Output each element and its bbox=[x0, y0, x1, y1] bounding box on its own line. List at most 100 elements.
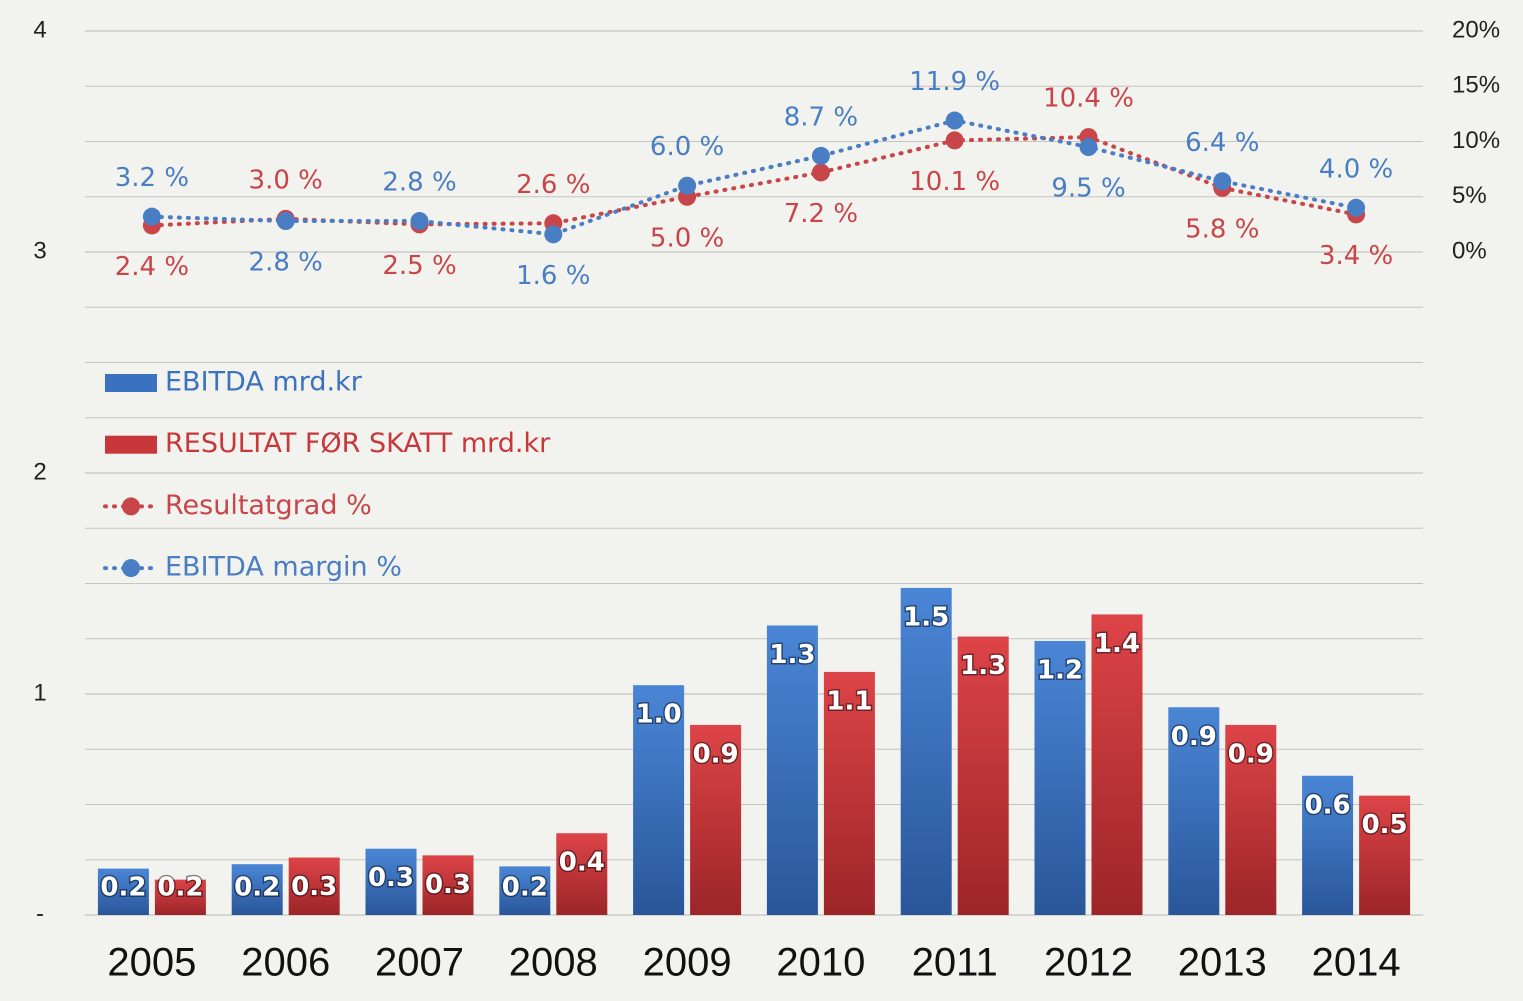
y2-tick-label: 15% bbox=[1452, 72, 1500, 99]
y2-tick-label: 10% bbox=[1452, 127, 1500, 154]
bar-label: 1.0 bbox=[636, 700, 682, 730]
line-point bbox=[1079, 138, 1098, 157]
bar-label: 0.5 bbox=[1362, 810, 1408, 840]
x-tick-label: 2012 bbox=[1044, 941, 1133, 985]
data-label: 5.8 % bbox=[1185, 214, 1259, 244]
data-label: 3.4 % bbox=[1319, 241, 1393, 271]
x-tick-label: 2005 bbox=[107, 941, 196, 985]
x-tick-label: 2009 bbox=[643, 941, 732, 985]
bar bbox=[556, 833, 608, 915]
data-label: 4.0 % bbox=[1319, 154, 1393, 184]
bar-label: 0.9 bbox=[693, 739, 739, 769]
bar bbox=[690, 724, 742, 915]
data-label: 11.9 % bbox=[909, 67, 1000, 97]
bar bbox=[288, 857, 340, 915]
bar bbox=[1302, 775, 1354, 915]
data-label: 1.6 % bbox=[516, 261, 590, 291]
bar bbox=[231, 864, 283, 915]
legend-label: Resultatgrad % bbox=[165, 490, 372, 521]
bar bbox=[422, 855, 474, 915]
y-tick-label: 2 bbox=[33, 458, 46, 485]
bar bbox=[1359, 795, 1411, 915]
data-label: 7.2 % bbox=[784, 199, 858, 229]
data-label: 2.4 % bbox=[115, 252, 189, 282]
bar-label: 0.9 bbox=[1171, 722, 1217, 752]
line-point bbox=[678, 176, 697, 195]
line-point bbox=[142, 207, 161, 226]
legend-swatch bbox=[105, 374, 157, 392]
bar-label: 0.2 bbox=[157, 873, 203, 903]
line-point bbox=[811, 163, 830, 182]
data-label: 2.8 % bbox=[249, 248, 323, 278]
line bbox=[149, 118, 1359, 237]
legend-label: EBITDA mrd.kr bbox=[165, 367, 363, 398]
line-point bbox=[410, 212, 429, 231]
bar bbox=[766, 625, 818, 915]
y2-tick-label: 20% bbox=[1452, 16, 1500, 43]
data-label: 9.5 % bbox=[1051, 174, 1125, 204]
bar-label: 1.5 bbox=[903, 602, 949, 632]
bar-label: 0.3 bbox=[291, 872, 337, 902]
bar bbox=[1091, 614, 1143, 915]
data-label: 3.0 % bbox=[249, 165, 323, 195]
legend-marker bbox=[122, 559, 140, 578]
x-tick-label: 2013 bbox=[1178, 941, 1267, 985]
bar-label: 0.9 bbox=[1228, 739, 1274, 769]
x-tick-label: 2014 bbox=[1312, 941, 1401, 985]
legend-label: RESULTAT FØR SKATT mrd.kr bbox=[165, 428, 551, 459]
data-label: 10.4 % bbox=[1043, 84, 1134, 114]
data-label: 2.8 % bbox=[382, 168, 456, 198]
legend-marker bbox=[122, 497, 140, 516]
bar-label: 0.6 bbox=[1305, 790, 1351, 820]
y-tick-label: 4 bbox=[33, 16, 46, 43]
line-point bbox=[945, 111, 964, 130]
bar-label: 0.2 bbox=[234, 873, 280, 903]
line-point bbox=[1213, 172, 1232, 191]
y-tick-label: - bbox=[36, 900, 44, 927]
legend-label: EBITDA margin % bbox=[165, 552, 402, 583]
bar bbox=[823, 671, 875, 915]
bar bbox=[900, 587, 952, 915]
data-label: 2.5 % bbox=[382, 251, 456, 281]
y2-tick-label: 5% bbox=[1452, 182, 1487, 209]
bar bbox=[957, 636, 1009, 915]
bar-label: 1.3 bbox=[769, 640, 815, 670]
bar bbox=[365, 848, 417, 915]
data-label: 10.1 % bbox=[909, 167, 1000, 197]
line bbox=[149, 135, 1359, 228]
data-label: 3.2 % bbox=[115, 163, 189, 193]
x-tick-label: 2007 bbox=[375, 941, 464, 985]
bar bbox=[1034, 640, 1086, 915]
y-tick-label: 3 bbox=[33, 237, 46, 264]
y-tick-label: 1 bbox=[33, 679, 46, 706]
bar-label: 1.2 bbox=[1037, 655, 1083, 685]
data-label: 6.0 % bbox=[650, 132, 724, 162]
bar-label: 1.1 bbox=[826, 686, 872, 716]
bar bbox=[1225, 724, 1277, 915]
x-tick-label: 2010 bbox=[776, 941, 865, 985]
bar-label: 0.3 bbox=[368, 863, 414, 893]
bar bbox=[1168, 707, 1220, 915]
data-label: 2.6 % bbox=[516, 170, 590, 200]
bar-label: 0.2 bbox=[100, 873, 146, 903]
line-point bbox=[276, 212, 295, 231]
data-label: 5.0 % bbox=[650, 223, 724, 253]
bar bbox=[154, 879, 206, 915]
x-tick-label: 2008 bbox=[509, 941, 598, 985]
data-label: 6.4 % bbox=[1185, 128, 1259, 158]
bar bbox=[633, 685, 685, 915]
x-tick-label: 2011 bbox=[912, 941, 998, 985]
legend-swatch bbox=[105, 435, 157, 454]
line-point bbox=[811, 146, 830, 165]
y2-tick-label: 0% bbox=[1452, 237, 1487, 264]
bar bbox=[499, 866, 551, 915]
bar-label: 1.4 bbox=[1094, 629, 1140, 659]
bar bbox=[97, 868, 149, 915]
line-point bbox=[544, 225, 563, 244]
bar-label: 1.3 bbox=[960, 651, 1006, 681]
bar-label: 0.2 bbox=[502, 873, 548, 903]
line-point bbox=[1347, 198, 1366, 217]
bar-label: 0.3 bbox=[425, 870, 471, 900]
data-label: 8.7 % bbox=[784, 102, 858, 132]
